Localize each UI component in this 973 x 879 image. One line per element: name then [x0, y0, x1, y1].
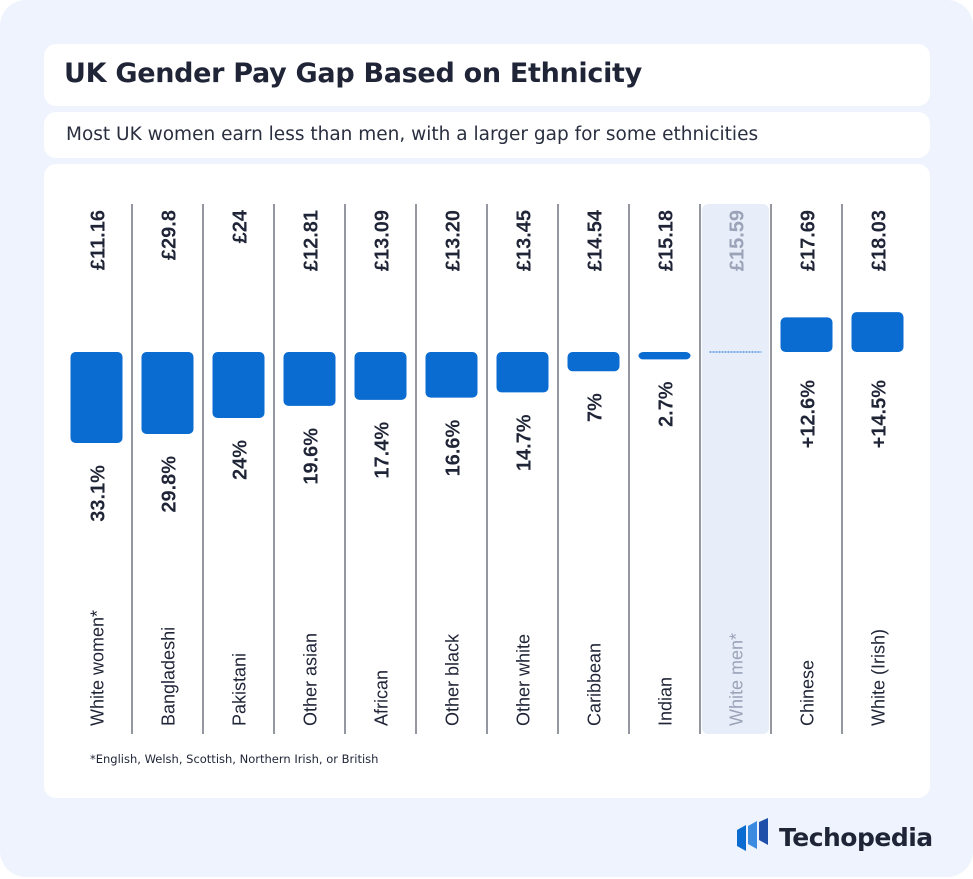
category-label: Pakistani: [230, 653, 250, 726]
wage-label: £13.45: [514, 210, 536, 271]
wage-label: £15.59: [727, 210, 749, 271]
gap-label: 19.6%: [301, 428, 323, 485]
gap-bar: [70, 352, 123, 444]
gap-label: 7%: [585, 393, 607, 422]
wage-label: £24: [230, 209, 252, 243]
gap-bar: [496, 352, 549, 393]
gap-bar: [141, 352, 194, 434]
category-label: Other asian: [301, 633, 321, 726]
gap-bar: [425, 352, 478, 398]
gap-bar: [283, 352, 336, 406]
gap-bar: [851, 312, 904, 352]
wage-label: £13.20: [443, 210, 465, 271]
gap-label: +12.6%: [798, 380, 820, 449]
gap-label: 14.7%: [514, 414, 536, 471]
gap-bar: [780, 317, 833, 352]
wage-label: £14.54: [585, 209, 607, 271]
gap-label: 24%: [230, 440, 252, 480]
category-label: Bangladeshi: [159, 627, 179, 726]
gap-bar: [567, 352, 620, 372]
wage-label: £11.16: [88, 210, 110, 270]
wage-label: £12.81: [301, 210, 323, 271]
footnote: *English, Welsh, Scottish, Northern Iris…: [90, 752, 379, 766]
category-label: Other white: [514, 634, 534, 726]
wage-label: £17.69: [798, 210, 820, 271]
brand: Techopedia: [735, 818, 935, 858]
title-card: UK Gender Pay Gap Based on Ethnicity: [44, 44, 930, 106]
category-label: Other black: [443, 633, 463, 726]
gap-label: 29.8%: [159, 456, 181, 513]
category-label: African: [372, 670, 392, 726]
category-label: Caribbean: [585, 643, 605, 726]
gap-label: 2.7%: [656, 381, 678, 427]
pay-gap-chart: £11.16 33.1% White women* £29.8 29.8% Banglad…: [70, 204, 904, 734]
wage-label: £13.09: [372, 210, 394, 271]
gap-label: 16.6%: [443, 419, 465, 476]
wage-label: £18.03: [869, 210, 891, 271]
category-label: White men*: [727, 633, 747, 726]
wage-label: £29.8: [159, 210, 181, 260]
brand-name: Techopedia: [779, 823, 933, 852]
gap-label: 33.1%: [88, 465, 110, 522]
gap-bar: [638, 352, 691, 360]
baseline-column-highlight: [702, 204, 769, 734]
gap-label: +14.5%: [869, 380, 891, 449]
gap-bar: [212, 352, 265, 418]
gap-bar: [354, 352, 407, 400]
category-label: Chinese: [798, 660, 818, 726]
subtitle-card: Most UK women earn less than men, with a…: [44, 112, 930, 158]
category-label: Indian: [656, 677, 676, 726]
chart-title: UK Gender Pay Gap Based on Ethnicity: [64, 58, 642, 89]
wage-label: £15.18: [656, 210, 678, 271]
chart-card: £11.16 33.1% White women* £29.8 29.8% Banglad…: [44, 164, 930, 798]
techopedia-logo-icon: [737, 818, 768, 851]
gap-label: 17.4%: [372, 422, 394, 479]
category-label: White (Irish): [869, 629, 889, 726]
chart-subtitle: Most UK women earn less than men, with a…: [66, 124, 759, 145]
category-label: White women*: [88, 610, 108, 726]
